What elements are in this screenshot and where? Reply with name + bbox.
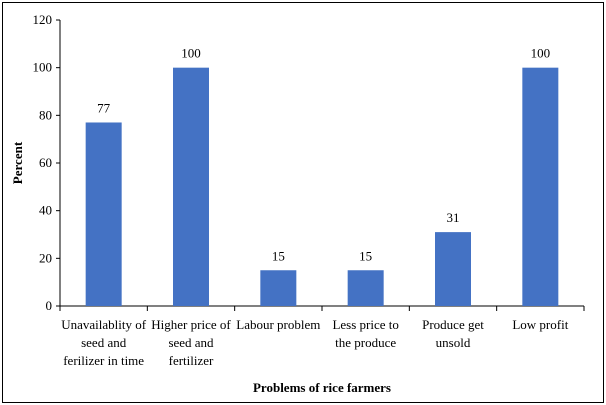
x-tick-label: Labour problem bbox=[236, 317, 321, 332]
bar bbox=[260, 270, 297, 306]
x-tick-label: Low profit bbox=[512, 317, 569, 332]
bar bbox=[173, 67, 209, 307]
y-tick-label: 120 bbox=[33, 12, 53, 27]
value-label: 31 bbox=[447, 210, 460, 225]
value-label: 100 bbox=[181, 46, 201, 61]
value-label: 15 bbox=[359, 248, 372, 263]
y-axis-title: Percent bbox=[10, 141, 25, 184]
y-tick-label: 0 bbox=[46, 298, 53, 313]
y-tick-label: 40 bbox=[39, 203, 52, 218]
y-tick-label: 80 bbox=[39, 107, 52, 122]
bar bbox=[347, 270, 384, 306]
y-tick-label: 60 bbox=[39, 155, 52, 170]
bar bbox=[435, 232, 471, 306]
bar bbox=[522, 67, 559, 307]
x-tick-label: Higher price of seed and fertilizer bbox=[151, 317, 231, 368]
value-label: 77 bbox=[97, 100, 111, 115]
bar bbox=[85, 122, 122, 306]
y-tick-label: 100 bbox=[33, 60, 53, 75]
value-label: 15 bbox=[272, 248, 285, 263]
x-tick-label: Produce get unsold bbox=[422, 317, 484, 350]
y-tick-label: 20 bbox=[39, 250, 52, 265]
x-tick-label: Unavailablity of seed and ferilizer in t… bbox=[61, 317, 147, 368]
value-label: 100 bbox=[531, 46, 551, 61]
x-tick-label: Less price to the produce bbox=[332, 317, 399, 350]
x-axis-title: Problems of rice farmers bbox=[253, 380, 391, 395]
